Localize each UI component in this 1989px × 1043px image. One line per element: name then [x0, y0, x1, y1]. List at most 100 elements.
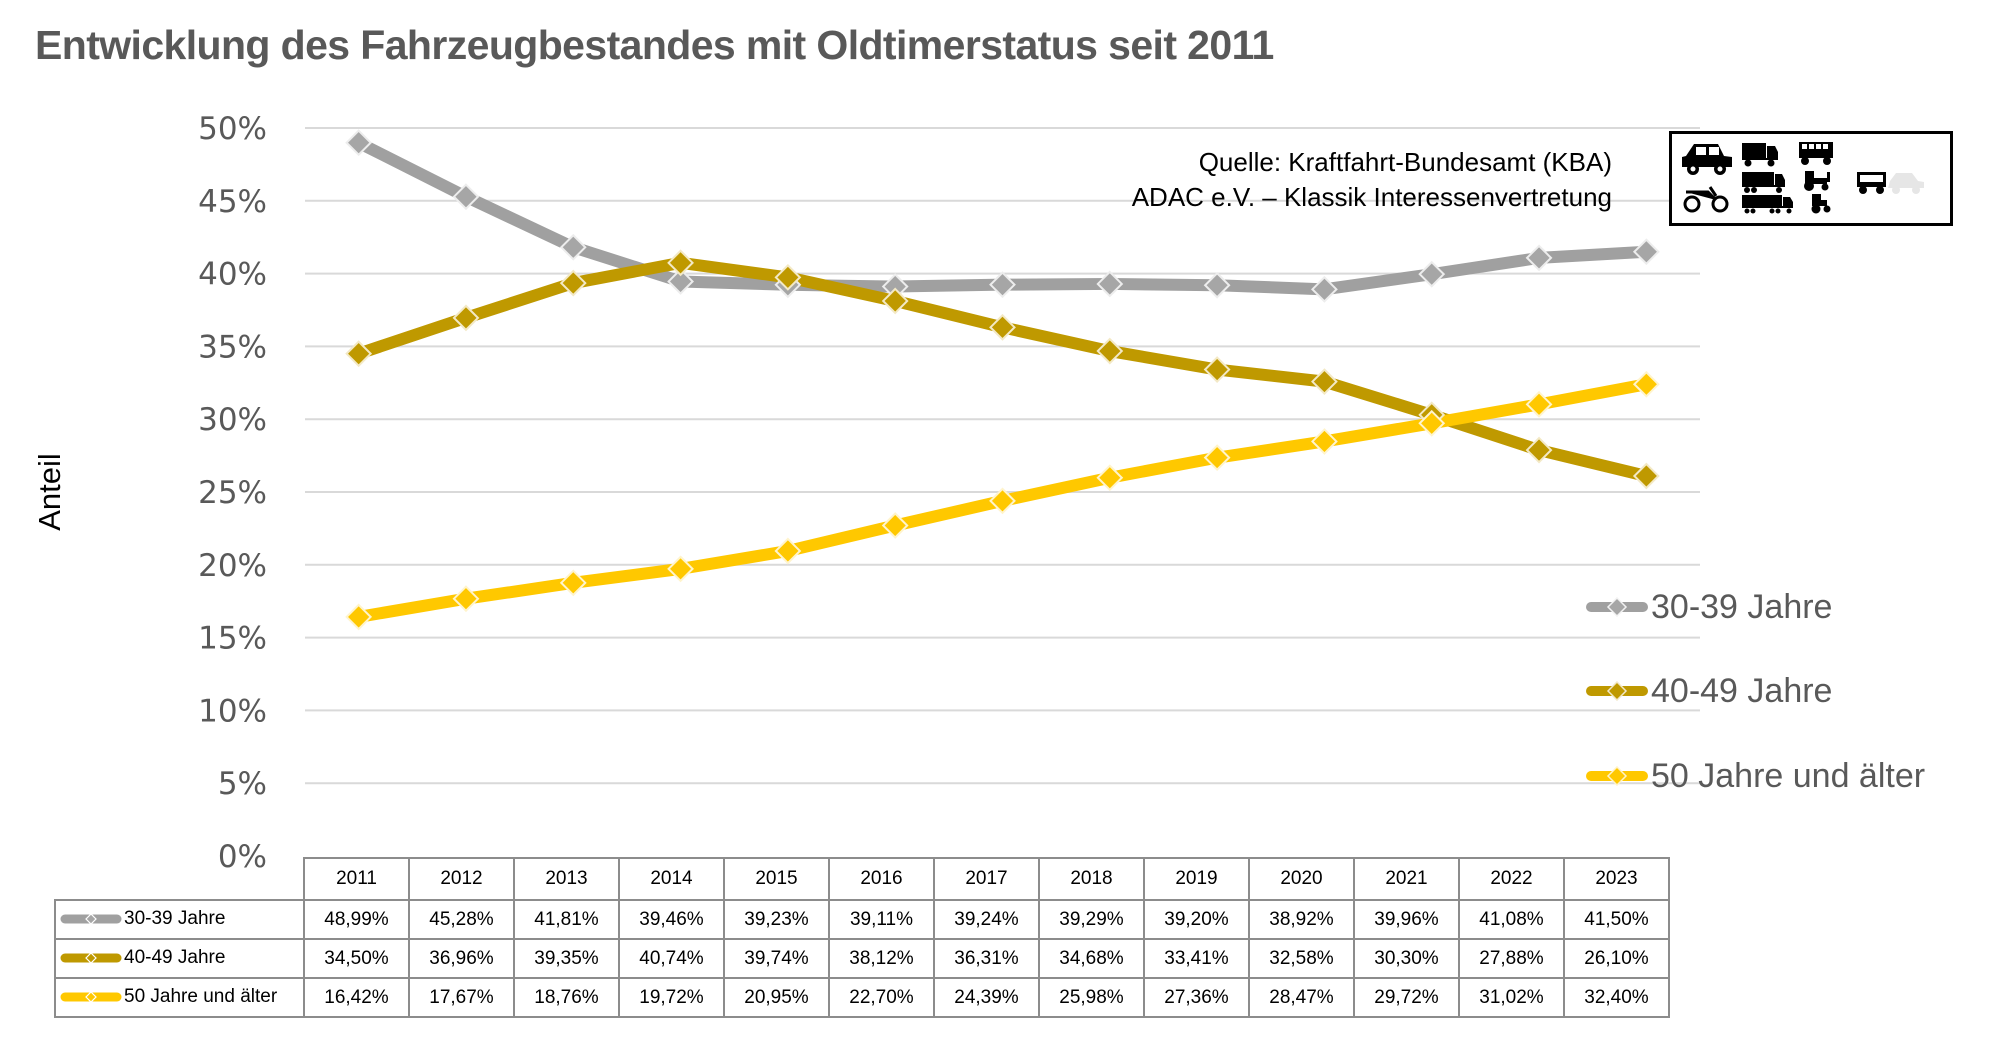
table-year-header: 2017 [933, 857, 1040, 901]
motorcycle-icon [1683, 186, 1729, 213]
data-point-marker [989, 487, 1016, 515]
table-cell: 39,74% [723, 938, 830, 979]
data-point-marker [559, 233, 587, 261]
data-point-marker [1418, 409, 1446, 437]
data-point-marker [559, 269, 587, 297]
semi-truck-icon [1742, 195, 1793, 214]
table-cell: 39,46% [618, 899, 725, 940]
chart-title: Entwicklung des Fahrzeugbestandes mit Ol… [35, 22, 1274, 68]
table-series-name: 50 Jahre und älter [124, 986, 278, 1008]
tractor-icon [1804, 171, 1830, 191]
series-lines [355, 137, 1648, 623]
legend-label: 30-39 Jahre [1651, 587, 1833, 626]
table-year-header: 2020 [1248, 857, 1355, 901]
data-point-marker [1311, 428, 1338, 455]
data-point-marker [774, 263, 802, 291]
gridlines [305, 127, 1700, 785]
y-tick-label: 45% [198, 184, 267, 220]
data-point-marker [1311, 368, 1338, 396]
source-line-2: ADAC e.V. – Klassik Interessenvertretung [1131, 182, 1612, 212]
table-year-header: 2016 [828, 857, 935, 901]
data-point-marker [1203, 444, 1231, 472]
table-cell: 29,72% [1353, 977, 1460, 1018]
table-cell: 36,31% [933, 938, 1040, 979]
table-year-header: 2012 [408, 857, 515, 901]
table-cell: 22,70% [828, 977, 935, 1018]
table-cell: 38,12% [828, 938, 935, 979]
trailer-icon [1857, 172, 1886, 194]
data-point-marker [452, 304, 480, 332]
table-year-header: 2014 [618, 857, 725, 901]
data-point-marker [452, 183, 480, 211]
table-year-header: 2011 [303, 857, 410, 901]
legend-item-30-39: 30-39 Jahre [1585, 585, 1832, 629]
table-cell: 39,29% [1038, 899, 1145, 940]
table-year-header: 2013 [513, 857, 620, 901]
y-axis-ticks: 0%5%10%15%20%25%30%35%40%45%50% [198, 111, 267, 875]
table-cell: 39,11% [828, 899, 935, 940]
faded-car-icon [1888, 173, 1924, 194]
table-cell: 40,74% [618, 938, 725, 979]
bus-icon [1799, 142, 1833, 165]
table-cell: 34,68% [1038, 938, 1145, 979]
legend-key-30-39 [1586, 597, 1648, 617]
data-point-marker [1203, 271, 1231, 299]
table-row: 50 Jahre und älter 16,42% 17,67% 18,76% 19,7… [54, 977, 1670, 1018]
y-tick-label: 5% [218, 766, 267, 802]
y-tick-label: 10% [198, 693, 267, 729]
data-point-marker [1525, 244, 1553, 272]
table-corner [55, 858, 305, 901]
table-cell: 28,47% [1248, 977, 1355, 1018]
y-tick-label: 35% [198, 329, 267, 365]
data-point-marker [667, 555, 694, 583]
table-cell: 18,76% [513, 977, 620, 1018]
y-tick-label: 20% [198, 548, 267, 584]
table-cell: 25,98% [1038, 977, 1145, 1018]
table-cell: 39,23% [723, 899, 830, 940]
data-point-marker [881, 512, 909, 539]
data-point-marker [989, 313, 1016, 341]
table-year-header: 2022 [1458, 857, 1565, 901]
table-cell: 36,96% [408, 938, 515, 979]
y-tick-label: 50% [198, 111, 267, 147]
lorry-icon [1742, 172, 1785, 193]
data-point-marker [1632, 370, 1660, 398]
table-cell: 45,28% [408, 899, 515, 940]
table-header-row: 2011 2012 2013 2014 2015 2016 2017 2018 2019 2020… [55, 857, 1670, 901]
vehicle-icons-box [1669, 131, 1953, 226]
y-tick-label: 40% [198, 257, 267, 293]
table-legend-key [60, 991, 122, 1004]
data-point-marker [989, 271, 1016, 299]
table-cell: 33,41% [1143, 938, 1250, 979]
legend-label: 40-49 Jahre [1651, 671, 1833, 710]
table-cell: 19,72% [618, 977, 725, 1018]
table-year-header: 2019 [1143, 857, 1250, 901]
table-row-header: 40-49 Jahre [54, 938, 305, 979]
truck-icon [1742, 143, 1778, 167]
data-point-marker [345, 603, 373, 631]
small-tractor-icon [1811, 194, 1831, 214]
car-icon [1682, 144, 1732, 175]
table-cell: 32,40% [1563, 977, 1670, 1018]
table-cell: 27,36% [1143, 977, 1250, 1018]
y-tick-label: 30% [198, 402, 267, 438]
table-cell: 38,92% [1248, 899, 1355, 940]
table-row-header: 30-39 Jahre [54, 899, 305, 940]
table-series-name: 30-39 Jahre [124, 908, 226, 930]
data-point-marker [1525, 436, 1553, 464]
table-cell: 39,96% [1353, 899, 1460, 940]
table-row-header: 50 Jahre und älter [54, 977, 305, 1018]
data-point-marker [667, 268, 694, 295]
table-series-name: 40-49 Jahre [124, 947, 226, 969]
table-cell: 39,24% [933, 899, 1040, 940]
data-point-marker [1632, 238, 1660, 266]
legend-label: 50 Jahre und älter [1651, 756, 1926, 795]
table-cell: 34,50% [303, 938, 410, 979]
table-cell: 39,20% [1143, 899, 1250, 940]
table-cell: 39,35% [513, 938, 620, 979]
table-cell: 41,81% [513, 899, 620, 940]
legend-key-40-49 [1586, 681, 1648, 701]
data-point-marker [1418, 260, 1446, 288]
table-year-header: 2018 [1038, 857, 1145, 901]
table-cell: 41,08% [1458, 899, 1565, 940]
